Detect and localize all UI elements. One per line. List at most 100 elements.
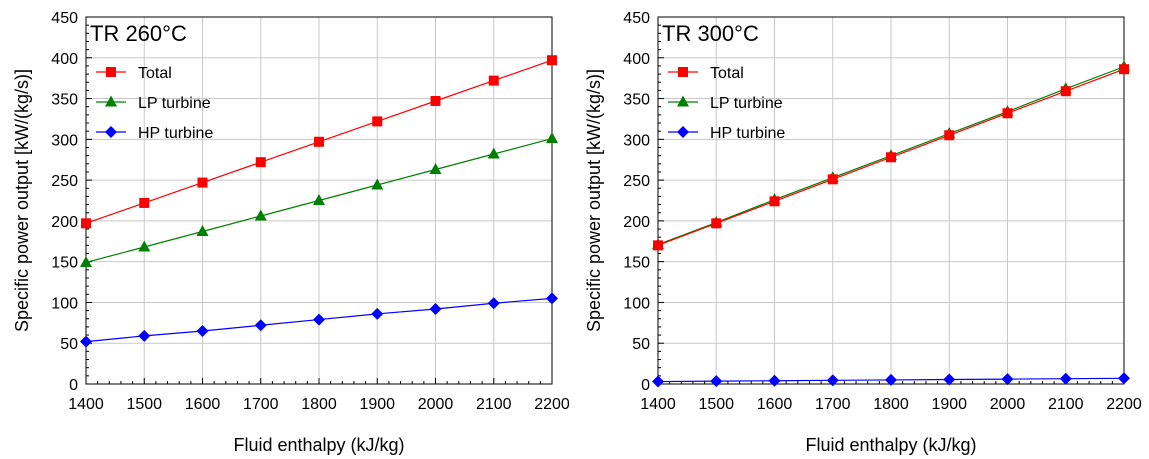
data-point (313, 194, 325, 205)
data-point (487, 147, 500, 159)
data-point (196, 324, 209, 337)
data-point (255, 157, 266, 168)
legend-label: HP turbine (710, 125, 785, 142)
data-point (429, 163, 442, 175)
data-point (1119, 64, 1129, 75)
y-tick-label: 350 (623, 92, 650, 109)
data-point (711, 218, 722, 229)
legend: Total LP turbine HP turbine (96, 65, 213, 142)
x-tick-label: 1800 (301, 396, 337, 413)
y-tick-label: 400 (51, 51, 78, 68)
legend-marker (106, 67, 116, 77)
data-point (653, 240, 663, 251)
data-point (826, 374, 839, 387)
series-hp-turbine (80, 292, 558, 348)
x-tick-label: 2100 (476, 396, 512, 413)
y-tick-label: 300 (51, 132, 78, 149)
data-point (546, 132, 558, 144)
x-tick-label: 2000 (418, 396, 454, 413)
y-tick-label: 0 (641, 377, 650, 394)
y-tick-label: 250 (623, 173, 650, 190)
x-tick-label: 1500 (698, 396, 734, 413)
data-point (371, 178, 384, 190)
data-point (769, 196, 780, 207)
x-tick-label: 1600 (185, 396, 221, 413)
data-point (139, 197, 150, 208)
x-tick-label: 1700 (815, 396, 851, 413)
x-axis-title: Fluid enthalpy (kJ/kg) (805, 435, 976, 455)
x-tick-label: 2100 (1048, 396, 1084, 413)
data-point (430, 96, 441, 107)
x-axis-title: Fluid enthalpy (kJ/kg) (233, 435, 404, 455)
x-tick-label: 1500 (126, 396, 162, 413)
data-point (372, 116, 383, 127)
legend-marker (677, 126, 689, 138)
data-point (138, 240, 151, 252)
data-point (254, 319, 267, 332)
y-tick-label: 450 (623, 10, 650, 27)
legend-label: LP turbine (138, 95, 211, 112)
data-point (313, 313, 325, 326)
data-point (80, 255, 92, 267)
data-point (197, 177, 208, 188)
y-tick-label: 200 (51, 214, 78, 231)
data-point (254, 209, 267, 221)
legend-label: Total (710, 65, 744, 82)
x-tick-label: 2000 (990, 396, 1026, 413)
data-point (886, 152, 896, 163)
x-tick-label: 1800 (873, 396, 909, 413)
y-tick-label: 450 (51, 10, 78, 27)
chart-panel-2: 1400 1500 1600 1700 1800 1900 2000 2100 2200 0 50 1… (584, 10, 1142, 455)
y-tick-label: 50 (60, 336, 78, 353)
data-point (196, 224, 209, 236)
chart-panel-1: 1400 1500 1600 1700 1800 1900 2000 2100 2200 0 50 1… (12, 10, 570, 455)
data-point (944, 130, 955, 141)
legend-marker (105, 95, 117, 107)
y-tick-label: 250 (51, 173, 78, 190)
data-point (652, 375, 664, 388)
y-tick-label: 350 (51, 92, 78, 109)
data-point (1002, 108, 1013, 119)
y-tick-label: 150 (51, 255, 78, 272)
legend-label: HP turbine (138, 125, 213, 142)
y-tick-label: 150 (623, 255, 650, 272)
legend-marker (677, 95, 689, 107)
x-tick-label: 2200 (1106, 396, 1142, 413)
data-point (371, 307, 384, 320)
data-point (1059, 372, 1072, 385)
series-total (81, 55, 557, 229)
legend-marker (105, 126, 117, 138)
y-tick-label: 100 (623, 295, 650, 312)
data-point (827, 174, 838, 185)
data-point (768, 374, 781, 387)
data-point (314, 136, 324, 147)
panel-title: TR 300°C (662, 21, 759, 46)
x-tick-label: 2200 (534, 396, 570, 413)
y-tick-label: 50 (632, 336, 650, 353)
legend: Total LP turbine HP turbine (668, 65, 785, 142)
series-hp-turbine (652, 372, 1130, 388)
x-tick-label: 1400 (68, 396, 104, 413)
x-tick-label: 1900 (359, 396, 395, 413)
data-point (547, 55, 557, 66)
legend-label: LP turbine (710, 95, 783, 112)
data-point (138, 329, 151, 342)
data-point (1060, 86, 1071, 97)
data-point (81, 218, 91, 229)
data-point (429, 302, 442, 315)
data-point (943, 373, 956, 386)
series-lp-turbine (80, 132, 558, 267)
y-axis-title: Specific power output [kW/(kg/s)] (584, 69, 604, 332)
legend-marker (678, 67, 688, 77)
series-total (653, 64, 1129, 251)
data-point (487, 297, 500, 310)
x-tick-label: 1600 (757, 396, 793, 413)
data-point (80, 335, 92, 348)
legend-label: Total (138, 65, 172, 82)
y-axis-title: Specific power output [kW/(kg/s)] (12, 69, 32, 332)
data-point (488, 75, 499, 86)
data-point (1118, 372, 1130, 385)
data-point (1001, 373, 1014, 386)
x-tick-label: 1400 (640, 396, 676, 413)
